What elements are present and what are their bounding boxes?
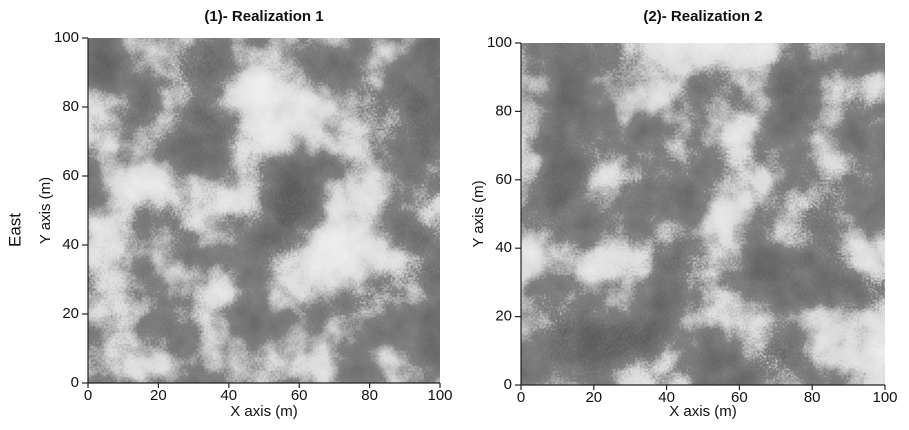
y-axis-label: Y axis (m) bbox=[470, 180, 487, 247]
y-axis-label: Y axis (m) bbox=[37, 177, 54, 244]
realization-image bbox=[88, 38, 440, 383]
side-label: East bbox=[5, 213, 24, 247]
y-tick-label: 60 bbox=[495, 171, 512, 188]
y-tick-label: 80 bbox=[495, 102, 512, 119]
x-tick-label: 80 bbox=[361, 387, 378, 404]
x-tick-label: 60 bbox=[291, 387, 308, 404]
x-axis-label: X axis (m) bbox=[669, 403, 737, 420]
x-tick-label: 20 bbox=[585, 389, 602, 406]
x-tick-label: 80 bbox=[804, 389, 821, 406]
y-tick-label: 40 bbox=[62, 236, 79, 253]
x-tick-label: 20 bbox=[150, 387, 167, 404]
x-tick-label: 100 bbox=[872, 389, 897, 406]
x-tick-label: 0 bbox=[84, 387, 92, 404]
y-tick-label: 20 bbox=[62, 305, 79, 322]
x-tick-label: 100 bbox=[427, 387, 452, 404]
x-tick-label: 60 bbox=[731, 389, 748, 406]
chart-title: (2)- Realization 2 bbox=[643, 8, 762, 25]
y-tick-label: 20 bbox=[495, 308, 512, 325]
y-tick-label: 40 bbox=[495, 239, 512, 256]
x-tick-label: 40 bbox=[220, 387, 237, 404]
x-tick-label: 40 bbox=[658, 389, 675, 406]
x-tick-label: 0 bbox=[517, 389, 525, 406]
realization-image bbox=[521, 43, 885, 385]
chart-title: (1)- Realization 1 bbox=[204, 8, 323, 25]
y-tick-label: 100 bbox=[54, 29, 79, 46]
y-tick-label: 0 bbox=[504, 376, 512, 393]
x-axis-label: X axis (m) bbox=[230, 403, 298, 420]
y-tick-label: 60 bbox=[62, 167, 79, 184]
y-tick-label: 100 bbox=[487, 34, 512, 51]
y-tick-label: 80 bbox=[62, 98, 79, 115]
y-tick-label: 0 bbox=[71, 374, 79, 391]
